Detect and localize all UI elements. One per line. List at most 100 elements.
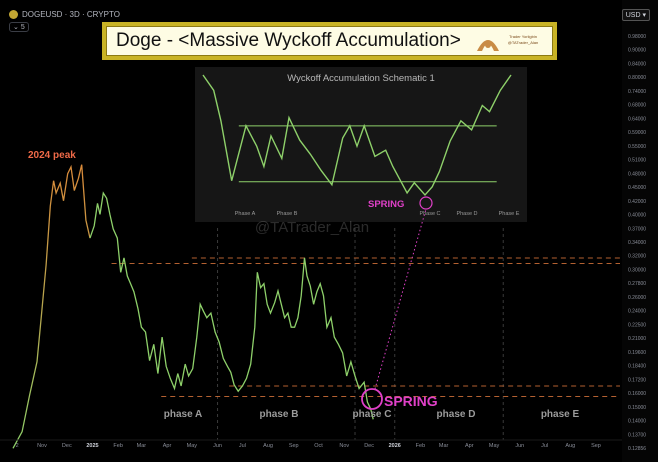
y-tick-label-17: 0.30000 xyxy=(628,267,646,273)
y-tick-label-16: 0.32000 xyxy=(628,254,646,260)
x-tick-label-2: Dec xyxy=(62,443,72,449)
wyckoff-inset: Wyckoff Accumulation Schematic 1 Phase A P… xyxy=(195,67,527,236)
inset-phase-label-4: Phase E xyxy=(499,211,520,217)
x-tick-label-10: Aug xyxy=(263,443,273,449)
brand-text: Trader Yoriigbin @TATrader_Alan xyxy=(503,34,543,46)
y-tick-label-9: 0.51000 xyxy=(628,158,646,164)
y-tick-label-18: 0.27800 xyxy=(628,281,646,287)
y-tick-label-1: 0.90000 xyxy=(628,48,646,54)
y-tick-label-30: 0.12856 xyxy=(628,446,646,452)
x-tick-label-18: Apr xyxy=(465,443,474,449)
x-tick-label-4: Feb xyxy=(113,443,122,449)
x-tick-label-17: Mar xyxy=(439,443,449,449)
inset-phase-label-3: Phase D xyxy=(456,211,477,217)
x-tick-label-9: Jul xyxy=(239,443,246,449)
y-tick-label-10: 0.48000 xyxy=(628,171,646,177)
currency-selector[interactable]: USD ▾ xyxy=(621,9,650,21)
title-banner: Doge - <Massive Wyckoff Accumulation> Tr… xyxy=(102,22,557,60)
trader-logo-icon xyxy=(477,40,499,51)
price-line-peak xyxy=(12,164,91,449)
inset-spring-label: SPRING xyxy=(368,199,404,210)
chart-title: Doge - <Massive Wyckoff Accumulation> xyxy=(116,30,461,51)
x-tick-label-22: Aug xyxy=(565,443,575,449)
x-tick-label-11: Sep xyxy=(289,443,299,449)
y-tick-label-15: 0.34000 xyxy=(628,240,646,246)
x-tick-label-21: Jul xyxy=(541,443,548,449)
doge-coin-icon xyxy=(9,10,18,19)
currency-label: USD xyxy=(625,12,641,19)
y-tick-label-13: 0.40000 xyxy=(628,213,646,219)
x-tick-label-0: 2 xyxy=(16,443,19,449)
x-tick-label-19: May xyxy=(489,443,500,449)
chevron-down-icon: ⌄ xyxy=(13,24,19,31)
x-tick-label-14: Dec xyxy=(364,443,374,449)
y-tick-label-3: 0.80000 xyxy=(628,75,646,81)
interval-badge[interactable]: ⌄ 5 xyxy=(9,22,29,32)
phase-label-2: phase C xyxy=(353,409,392,420)
inset-background xyxy=(195,67,527,222)
price-series xyxy=(12,164,374,449)
spring-label: SPRING xyxy=(384,393,438,409)
inset-title: Wyckoff Accumulation Schematic 1 xyxy=(287,73,435,84)
inset-price-line xyxy=(202,74,512,197)
y-tick-label-25: 0.17200 xyxy=(628,377,646,383)
symbol-label: DOGEUSD · 3D · CRYPTO xyxy=(22,10,120,19)
y-axis: 0.98000 0.90000 0.84000 0.80000 0.74000 0.680… xyxy=(622,0,658,462)
y-tick-label-11: 0.45000 xyxy=(628,185,646,191)
x-tick-label-12: Oct xyxy=(314,443,323,449)
y-tick-label-0: 0.98000 xyxy=(628,34,646,40)
x-tick-label-15: 2026 xyxy=(389,443,401,449)
y-tick-label-21: 0.22500 xyxy=(628,322,646,328)
x-tick-label-5: Mar xyxy=(137,443,147,449)
brand-line-1: Trader Yoriigbin xyxy=(509,34,537,39)
y-tick-label-7: 0.59000 xyxy=(628,130,646,136)
horizontal-levels xyxy=(111,257,620,397)
interval-value: 5 xyxy=(20,24,25,31)
x-tick-label-1: Nov xyxy=(37,443,47,449)
inset-phase-label-1: Phase B xyxy=(277,211,298,217)
y-tick-label-29: 0.13700 xyxy=(628,432,646,438)
y-tick-label-19: 0.26000 xyxy=(628,295,646,301)
symbol-header[interactable]: DOGEUSD · 3D · CRYPTO xyxy=(9,10,120,19)
y-tick-label-24: 0.18400 xyxy=(628,364,646,370)
y-tick-label-22: 0.21000 xyxy=(628,336,646,342)
y-tick-label-12: 0.42000 xyxy=(628,199,646,205)
x-tick-label-16: Feb xyxy=(416,443,425,449)
price-line xyxy=(89,191,374,420)
phase-label-3: phase D xyxy=(437,409,476,420)
x-tick-label-3: 2025 xyxy=(86,443,98,449)
y-tick-label-5: 0.68000 xyxy=(628,103,646,109)
x-tick-label-7: May xyxy=(187,443,198,449)
x-axis: 2 Nov Dec 2025 Feb Mar Apr May Jun Jul Aug Sep Oct No… xyxy=(0,439,622,449)
y-axis-background xyxy=(622,0,658,462)
phase-label-4: phase E xyxy=(541,409,580,420)
x-tick-label-8: Jun xyxy=(213,443,222,449)
y-tick-label-23: 0.19600 xyxy=(628,350,646,356)
phase-label-0: phase A xyxy=(164,409,203,420)
y-tick-label-4: 0.74000 xyxy=(628,89,646,95)
annotations: 2024 peak phase A phase B phase C phase D pha… xyxy=(28,150,580,420)
inset-phase-label-0: Phase A xyxy=(235,211,256,217)
y-tick-label-2: 0.84000 xyxy=(628,61,646,67)
y-tick-label-6: 0.64000 xyxy=(628,116,646,122)
y-tick-label-8: 0.55000 xyxy=(628,144,646,150)
y-tick-label-14: 0.37000 xyxy=(628,226,646,232)
phase-label-1: phase B xyxy=(260,409,299,420)
watermark: @TATrader_Alan xyxy=(255,219,369,236)
y-tick-label-20: 0.24000 xyxy=(628,309,646,315)
inset-phase-label-2: Phase C xyxy=(419,211,440,217)
phase-boundaries xyxy=(217,228,504,440)
x-tick-label-23: Sep xyxy=(591,443,601,449)
y-tick-label-26: 0.16000 xyxy=(628,391,646,397)
y-tick-label-28: 0.14000 xyxy=(628,419,646,425)
y-tick-label-27: 0.15000 xyxy=(628,405,646,411)
x-tick-label-13: Nov xyxy=(339,443,349,449)
chevron-down-icon: ▾ xyxy=(642,12,646,19)
spring-circle xyxy=(361,388,383,410)
x-tick-label-20: Jun xyxy=(515,443,524,449)
inset-spring-circle xyxy=(419,196,433,210)
peak-label: 2024 peak xyxy=(28,150,76,161)
x-tick-label-6: Apr xyxy=(163,443,172,449)
brand-line-2: @TATrader_Alan xyxy=(507,40,539,45)
